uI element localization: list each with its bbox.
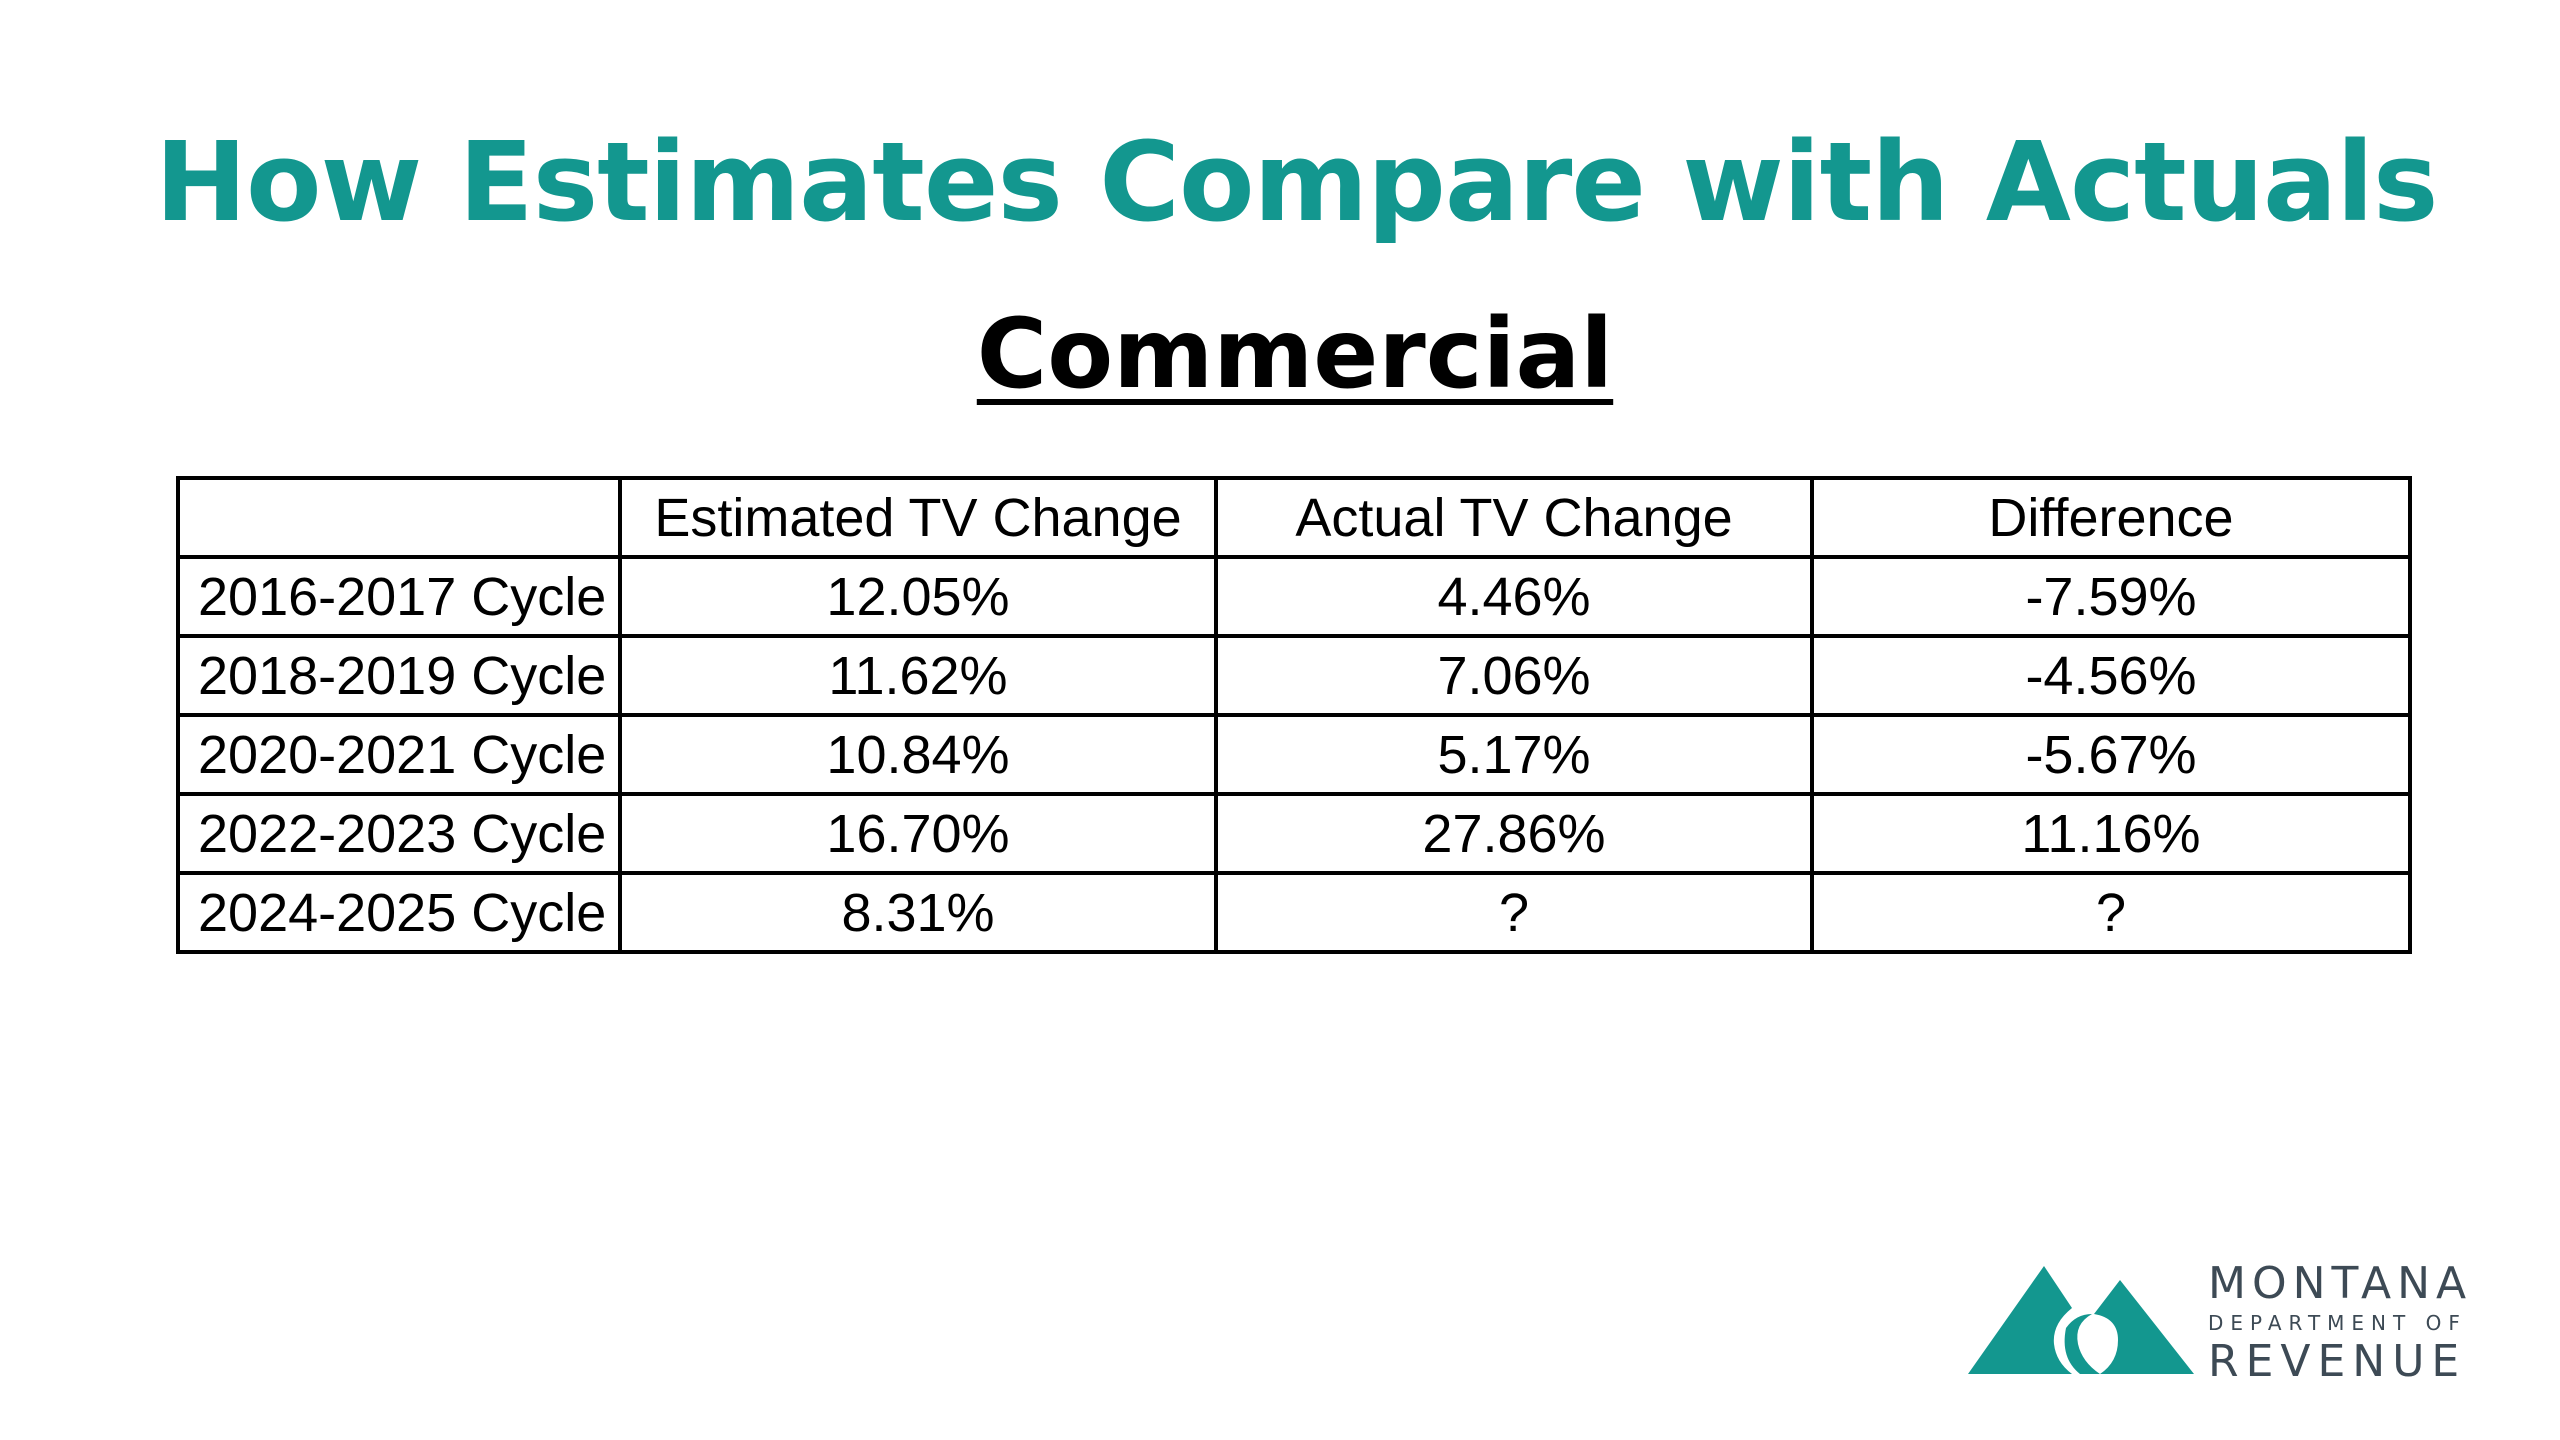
cell-actual: 27.86% bbox=[1214, 792, 1814, 875]
row-label: 2016-2017 Cycle bbox=[176, 555, 622, 638]
cell-difference: 11.16% bbox=[1810, 792, 2412, 875]
table-row: 2022-2023 Cycle 16.70% 27.86% 11.16% bbox=[176, 792, 2412, 875]
cell-actual: ? bbox=[1214, 871, 1814, 954]
cell-actual: 7.06% bbox=[1214, 634, 1814, 717]
header-cell-empty bbox=[176, 476, 622, 559]
cell-estimated: 16.70% bbox=[618, 792, 1218, 875]
cell-actual: 5.17% bbox=[1214, 713, 1814, 796]
table-row: 2024-2025 Cycle 8.31% ? ? bbox=[176, 871, 2412, 954]
montana-dor-logo: MONTANA DEPARTMENT OF REVENUE bbox=[1968, 1258, 2508, 1388]
cell-difference: -4.56% bbox=[1810, 634, 2412, 717]
cell-difference: ? bbox=[1810, 871, 2412, 954]
table-row: 2018-2019 Cycle 11.62% 7.06% -4.56% bbox=[176, 634, 2412, 717]
cell-difference: -5.67% bbox=[1810, 713, 2412, 796]
slide-title: How Estimates Compare with Actuals bbox=[155, 118, 2438, 246]
table-header-row: Estimated TV Change Actual TV Change Dif… bbox=[176, 476, 2412, 559]
logo-line-montana: MONTANA bbox=[2208, 1258, 2473, 1309]
comparison-table: Estimated TV Change Actual TV Change Dif… bbox=[176, 476, 2412, 954]
cell-estimated: 12.05% bbox=[618, 555, 1218, 638]
logo-line-department: DEPARTMENT OF bbox=[2208, 1311, 2467, 1335]
row-label: 2020-2021 Cycle bbox=[176, 713, 622, 796]
mountains-icon bbox=[1968, 1266, 2194, 1374]
table-row: 2020-2021 Cycle 10.84% 5.17% -5.67% bbox=[176, 713, 2412, 796]
cell-difference: -7.59% bbox=[1810, 555, 2412, 638]
header-cell-actual: Actual TV Change bbox=[1214, 476, 1814, 559]
header-cell-estimated: Estimated TV Change bbox=[618, 476, 1218, 559]
cell-estimated: 11.62% bbox=[618, 634, 1218, 717]
row-label: 2018-2019 Cycle bbox=[176, 634, 622, 717]
cell-estimated: 8.31% bbox=[618, 871, 1218, 954]
logo-text: MONTANA DEPARTMENT OF REVENUE bbox=[2208, 1258, 2508, 1388]
table-row: 2016-2017 Cycle 12.05% 4.46% -7.59% bbox=[176, 555, 2412, 638]
cell-estimated: 10.84% bbox=[618, 713, 1218, 796]
logo-line-revenue: REVENUE bbox=[2208, 1336, 2467, 1387]
row-label: 2024-2025 Cycle bbox=[176, 871, 622, 954]
row-label: 2022-2023 Cycle bbox=[176, 792, 622, 875]
slide-subtitle: Commercial bbox=[976, 298, 1614, 410]
header-cell-difference: Difference bbox=[1810, 476, 2412, 559]
cell-actual: 4.46% bbox=[1214, 555, 1814, 638]
